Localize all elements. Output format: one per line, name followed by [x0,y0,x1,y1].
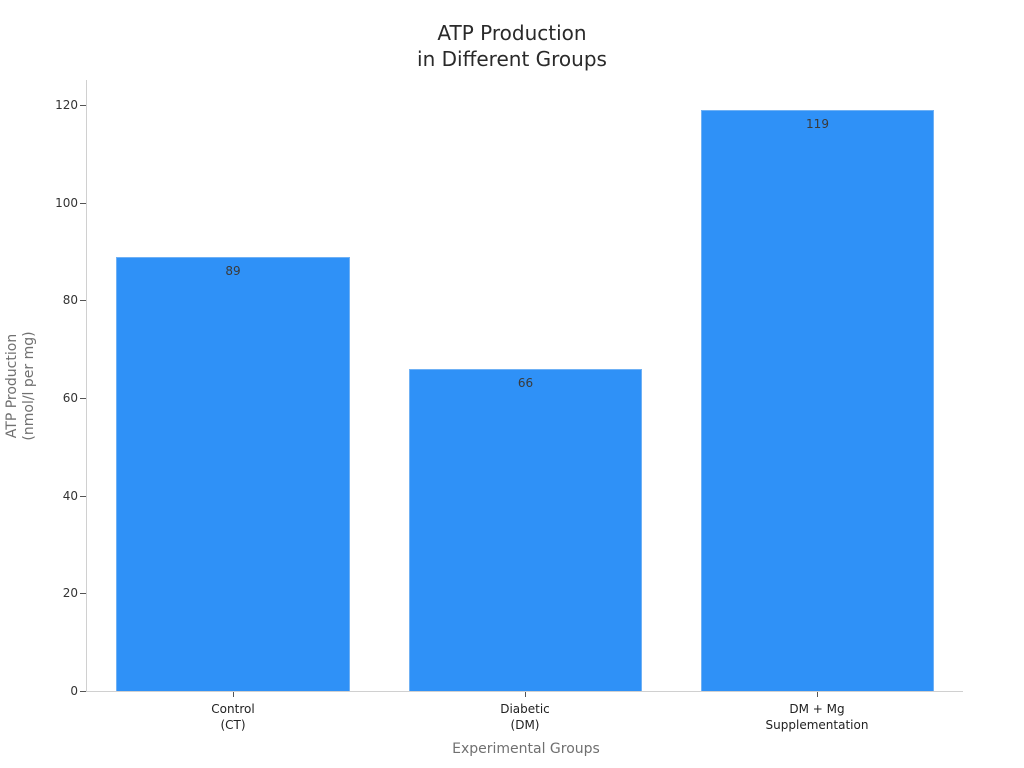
y-axis-label: ATP Production (nmol/l per mg) [4,331,38,440]
y-tick-label: 40 [62,489,78,503]
y-tick [80,496,86,497]
y-axis-label-line-2: (nmol/l per mg) [21,331,37,441]
y-tick-label: 100 [55,196,78,210]
x-tick-label-line: (CT) [220,718,246,732]
y-tick-label: 120 [55,98,78,112]
y-tick [80,691,86,692]
y-tick-label: 0 [70,684,78,698]
bar-diabetic[interactable]: 66 [409,369,642,691]
x-tick-label-control: Control (CT) [123,701,343,733]
x-tick [817,692,818,697]
x-axis-label: Experimental Groups [452,741,600,757]
bar-value-label: 89 [225,264,241,278]
x-tick-label-line: Diabetic [500,702,550,716]
y-tick [80,105,86,106]
chart-title-line-2: in Different Groups [417,47,607,71]
y-axis-line [86,80,87,692]
bar-value-label: 66 [517,376,534,390]
y-tick-label: 20 [62,586,78,600]
bar-value-label: 119 [806,117,829,131]
x-tick [525,692,526,697]
y-tick-label: 60 [62,391,78,405]
bar-dm-mg[interactable]: 119 [701,110,934,691]
chart-title-line-1: ATP Production [437,21,587,45]
chart-title: ATP Production in Different Groups [0,20,1024,72]
x-tick-label-line: DM + Mg [789,702,845,716]
y-tick [80,593,86,594]
x-tick-label-line: (DM) [510,718,540,732]
x-tick-label-dm-mg: DM + Mg Supplementation [707,701,927,733]
y-tick [80,203,86,204]
y-axis-label-line-1: ATP Production [4,333,20,439]
y-tick-label: 80 [62,293,78,307]
x-tick-label-line: Control [211,702,255,716]
x-tick-label-diabetic: Diabetic (DM) [415,701,635,733]
y-tick [80,300,86,301]
x-tick [233,692,234,697]
bar-control[interactable]: 89 [116,257,350,691]
y-tick [80,398,86,399]
x-tick-label-line: Supplementation [765,718,869,732]
x-axis-line [86,691,963,692]
